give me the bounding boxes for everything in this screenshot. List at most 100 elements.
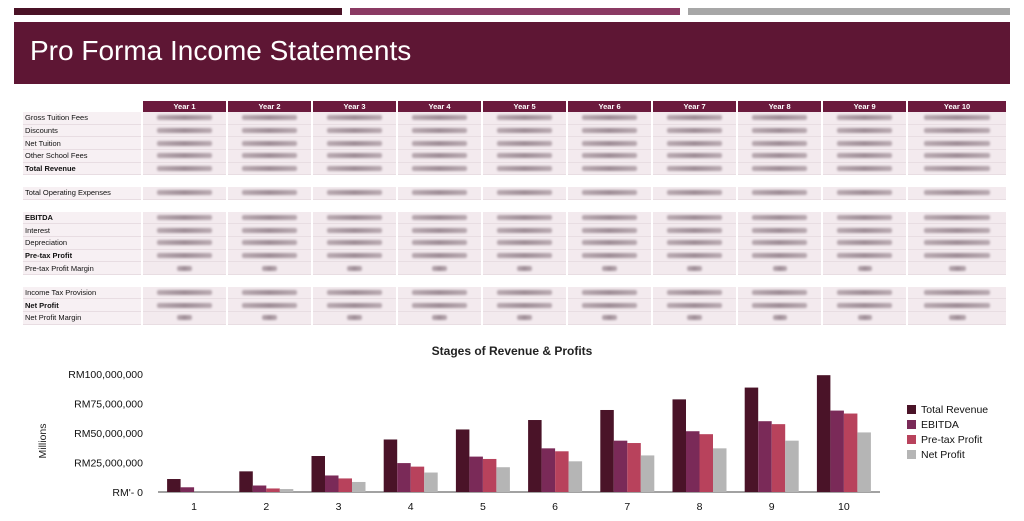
table-cell [652, 124, 739, 138]
bar-ebitda [325, 475, 339, 492]
table-cell [652, 274, 739, 287]
redacted-value [326, 227, 383, 233]
table-cell [822, 311, 909, 325]
table-cell [397, 149, 484, 163]
table-cell [142, 112, 229, 125]
table-cell [652, 149, 739, 163]
redacted-value [924, 115, 990, 121]
table-cell [567, 261, 654, 275]
redacted-value [432, 315, 447, 321]
redacted-value [924, 240, 990, 246]
redacted-value [581, 128, 638, 134]
table-cell [312, 149, 399, 163]
table-cell [142, 261, 229, 275]
table-cell [737, 174, 824, 188]
income-statement-table: Year 1 Year 2 Year 3 Year 4 Year 5 Year 6 Year… [23, 101, 1008, 325]
redacted-value [156, 252, 213, 258]
redacted-value [496, 214, 553, 220]
table-cell [482, 112, 569, 125]
redacted-value [241, 227, 298, 233]
table-cell [822, 223, 909, 237]
table-row: Net Profit [23, 298, 1008, 312]
redacted-value [751, 128, 808, 134]
redacted-value [241, 240, 298, 246]
redacted-value [496, 115, 553, 121]
bar-total-revenue [744, 387, 759, 492]
table-cell [907, 136, 1008, 151]
top-accent-bar-2 [350, 8, 680, 15]
table-cell [652, 286, 739, 300]
table-cell [142, 274, 229, 287]
table-cell [567, 311, 654, 325]
table-cell [567, 199, 654, 212]
redacted-value [924, 214, 990, 220]
table-cell [312, 199, 399, 212]
redacted-value [496, 252, 553, 258]
column-header: Year 1 [142, 101, 229, 112]
table-cell [907, 311, 1008, 325]
redacted-value [326, 214, 383, 220]
table-cell [227, 124, 314, 138]
legend-label: Net Profit [921, 449, 965, 461]
redacted-value [666, 214, 723, 220]
redacted-value [241, 214, 298, 220]
redacted-value [241, 252, 298, 258]
page-title: Pro Forma Income Statements [30, 35, 412, 66]
redacted-value [772, 315, 787, 321]
redacted-value [751, 227, 808, 233]
redacted-value [836, 128, 893, 134]
redacted-value [666, 227, 723, 233]
bar-ebitda [758, 421, 772, 492]
table-cell [652, 136, 739, 151]
table-cell [652, 311, 739, 325]
redacted-value [836, 227, 893, 233]
chart-title: Stages of Revenue & Profits [432, 344, 593, 358]
table-cell [822, 199, 909, 212]
redacted-value [496, 289, 553, 295]
table-cell [142, 223, 229, 237]
y-tick-label: RM75,000,000 [74, 399, 143, 411]
table-cell [737, 236, 824, 250]
redacted-value [581, 227, 638, 233]
table-cell [312, 261, 399, 275]
table-cell [652, 261, 739, 275]
redacted-value [751, 115, 808, 121]
table-cell [482, 249, 569, 263]
table-cell [567, 223, 654, 237]
bar-ebitda [541, 448, 556, 492]
table-cell [397, 136, 484, 151]
table-cell [907, 298, 1008, 312]
table-cell [482, 274, 569, 287]
table-cell [737, 112, 824, 125]
table-cell [737, 274, 824, 287]
redacted-value [666, 153, 723, 159]
redacted-value [581, 289, 638, 295]
table-row: Other School Fees [23, 149, 1008, 163]
redacted-value [581, 153, 638, 159]
bar-ebitda [469, 456, 483, 492]
table-cell [312, 286, 399, 300]
redacted-value [411, 302, 468, 308]
row-label: Pre-tax Profit [23, 249, 143, 263]
row-label: Net Profit Margin [23, 311, 143, 325]
table-cell [822, 174, 909, 188]
row-label: Income Tax Provision [23, 286, 143, 300]
table-cell [567, 274, 654, 287]
table-cell [397, 236, 484, 250]
redacted-value [496, 153, 553, 159]
redacted-value [156, 214, 213, 220]
table-cell [567, 298, 654, 312]
table-cell [397, 223, 484, 237]
redacted-value [751, 140, 808, 146]
redacted-value [241, 190, 298, 196]
table-cell [227, 174, 314, 188]
table-row: Pre-tax Profit Margin [23, 261, 1008, 275]
redacted-value [836, 289, 893, 295]
table-cell [142, 136, 229, 151]
redacted-value [241, 153, 298, 159]
redacted-value [666, 252, 723, 258]
row-label: Total Operating Expenses [23, 187, 143, 200]
table-cell [397, 162, 484, 176]
redacted-value [751, 190, 808, 196]
column-header: Year 6 [567, 101, 654, 112]
